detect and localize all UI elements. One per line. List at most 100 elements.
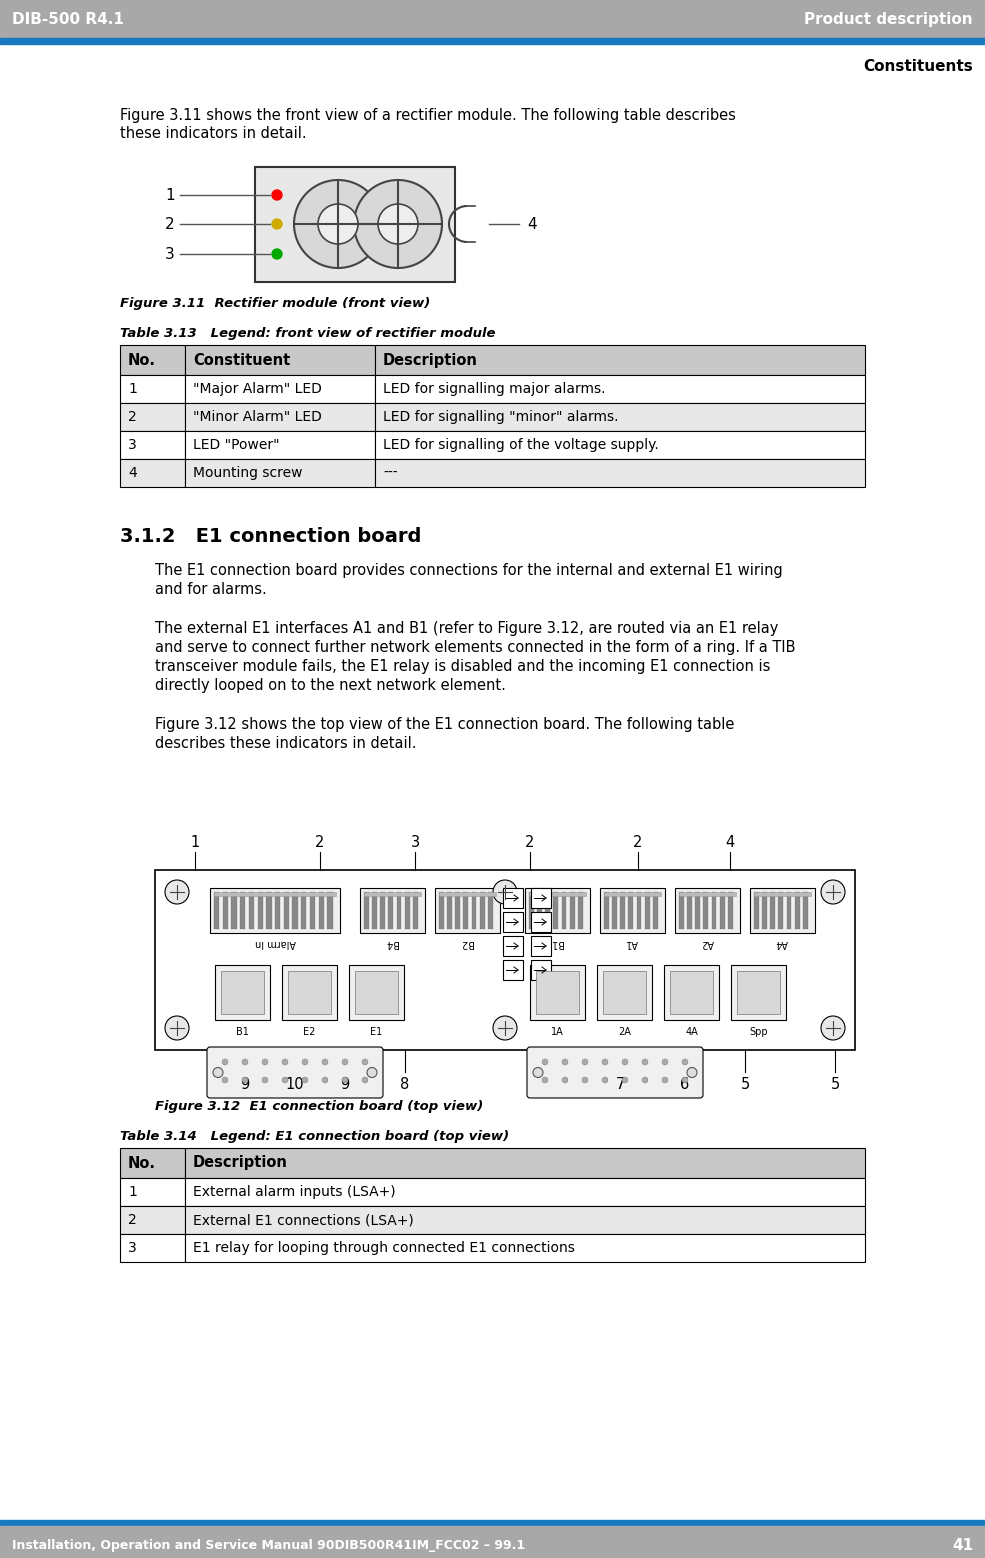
Bar xyxy=(636,893,641,929)
Bar xyxy=(120,1148,185,1178)
Text: 3.1.2   E1 connection board: 3.1.2 E1 connection board xyxy=(120,527,422,545)
Bar xyxy=(120,344,185,375)
Bar xyxy=(600,888,665,933)
Text: 2: 2 xyxy=(525,835,535,851)
Bar xyxy=(185,344,375,375)
FancyBboxPatch shape xyxy=(527,1047,703,1098)
Circle shape xyxy=(662,1077,668,1083)
Bar xyxy=(597,964,652,1020)
Bar xyxy=(375,375,865,404)
Bar xyxy=(503,936,523,957)
Circle shape xyxy=(294,181,382,268)
Text: 5: 5 xyxy=(741,1077,750,1092)
Bar xyxy=(536,971,579,1014)
Bar xyxy=(439,893,444,929)
Bar xyxy=(120,1234,185,1262)
Bar xyxy=(413,893,418,929)
Bar xyxy=(435,888,500,933)
Circle shape xyxy=(222,1059,228,1066)
Bar xyxy=(561,893,566,929)
Bar xyxy=(737,971,780,1014)
Circle shape xyxy=(533,1067,543,1078)
Text: External E1 connections (LSA+): External E1 connections (LSA+) xyxy=(193,1214,414,1228)
Bar xyxy=(318,893,324,929)
Text: A1: A1 xyxy=(625,938,638,947)
Text: 2A: 2A xyxy=(618,1027,631,1038)
Text: 3: 3 xyxy=(165,246,174,262)
Circle shape xyxy=(602,1077,608,1083)
Text: E1: E1 xyxy=(370,1027,382,1038)
Circle shape xyxy=(322,1077,328,1083)
Bar xyxy=(754,893,811,896)
Bar xyxy=(569,893,574,929)
Bar xyxy=(480,893,485,929)
Circle shape xyxy=(318,204,358,245)
Text: 7: 7 xyxy=(616,1077,624,1092)
Text: 1A: 1A xyxy=(552,1027,563,1038)
Circle shape xyxy=(282,1059,288,1066)
Bar xyxy=(770,893,775,929)
Text: 8: 8 xyxy=(400,1077,410,1092)
Bar xyxy=(349,964,404,1020)
Circle shape xyxy=(582,1077,588,1083)
Text: Constituent: Constituent xyxy=(193,352,291,368)
Bar xyxy=(221,971,264,1014)
Text: LED for signalling major alarms.: LED for signalling major alarms. xyxy=(383,382,606,396)
Circle shape xyxy=(242,1059,248,1066)
Text: 10: 10 xyxy=(286,1077,304,1092)
Bar xyxy=(664,964,719,1020)
Bar xyxy=(185,1234,865,1262)
Bar xyxy=(375,344,865,375)
Text: 3: 3 xyxy=(128,1242,137,1256)
Text: 1: 1 xyxy=(190,835,200,851)
Text: Table 3.13   Legend: front view of rectifier module: Table 3.13 Legend: front view of rectifi… xyxy=(120,327,495,340)
Text: E2: E2 xyxy=(303,1027,315,1038)
Circle shape xyxy=(242,1077,248,1083)
Bar xyxy=(0,37,985,44)
Text: 2: 2 xyxy=(165,217,174,232)
Bar xyxy=(120,1178,185,1206)
Bar xyxy=(679,893,684,929)
Bar xyxy=(310,893,315,929)
Circle shape xyxy=(821,1016,845,1041)
Bar xyxy=(120,404,185,432)
Text: 3: 3 xyxy=(128,438,137,452)
Text: No.: No. xyxy=(128,1156,156,1170)
Circle shape xyxy=(662,1059,668,1066)
Circle shape xyxy=(542,1059,548,1066)
Bar xyxy=(355,971,398,1014)
Bar xyxy=(628,893,633,929)
Text: these indicators in detail.: these indicators in detail. xyxy=(120,126,306,142)
Bar xyxy=(375,460,865,488)
Bar xyxy=(645,893,649,929)
Text: A4: A4 xyxy=(775,938,788,947)
Text: transceiver module fails, the E1 relay is disabled and the incoming E1 connectio: transceiver module fails, the E1 relay i… xyxy=(155,659,770,675)
Text: Figure 3.12 shows the top view of the E1 connection board. The following table: Figure 3.12 shows the top view of the E1… xyxy=(155,717,735,732)
Circle shape xyxy=(687,1067,697,1078)
Bar xyxy=(653,893,658,929)
Bar xyxy=(711,893,716,929)
Bar xyxy=(293,893,297,929)
Text: The external E1 interfaces A1 and B1 (refer to Figure 3.12, are routed via an E1: The external E1 interfaces A1 and B1 (re… xyxy=(155,622,778,636)
Bar xyxy=(372,893,377,929)
Bar xyxy=(185,432,375,460)
Bar xyxy=(604,893,609,929)
Bar xyxy=(405,893,410,929)
Bar xyxy=(214,893,336,896)
Circle shape xyxy=(602,1059,608,1066)
Text: B1: B1 xyxy=(236,1027,249,1038)
Bar xyxy=(529,893,534,929)
Bar xyxy=(578,893,583,929)
Bar xyxy=(525,888,590,933)
FancyBboxPatch shape xyxy=(207,1047,383,1098)
Bar xyxy=(554,893,558,929)
Circle shape xyxy=(378,204,418,245)
Circle shape xyxy=(821,880,845,904)
Text: 4: 4 xyxy=(725,835,735,851)
Bar xyxy=(266,893,272,929)
Text: 6: 6 xyxy=(681,1077,690,1092)
Circle shape xyxy=(342,1077,348,1083)
Bar xyxy=(215,964,270,1020)
Bar xyxy=(275,893,280,929)
Text: 41: 41 xyxy=(952,1538,973,1552)
